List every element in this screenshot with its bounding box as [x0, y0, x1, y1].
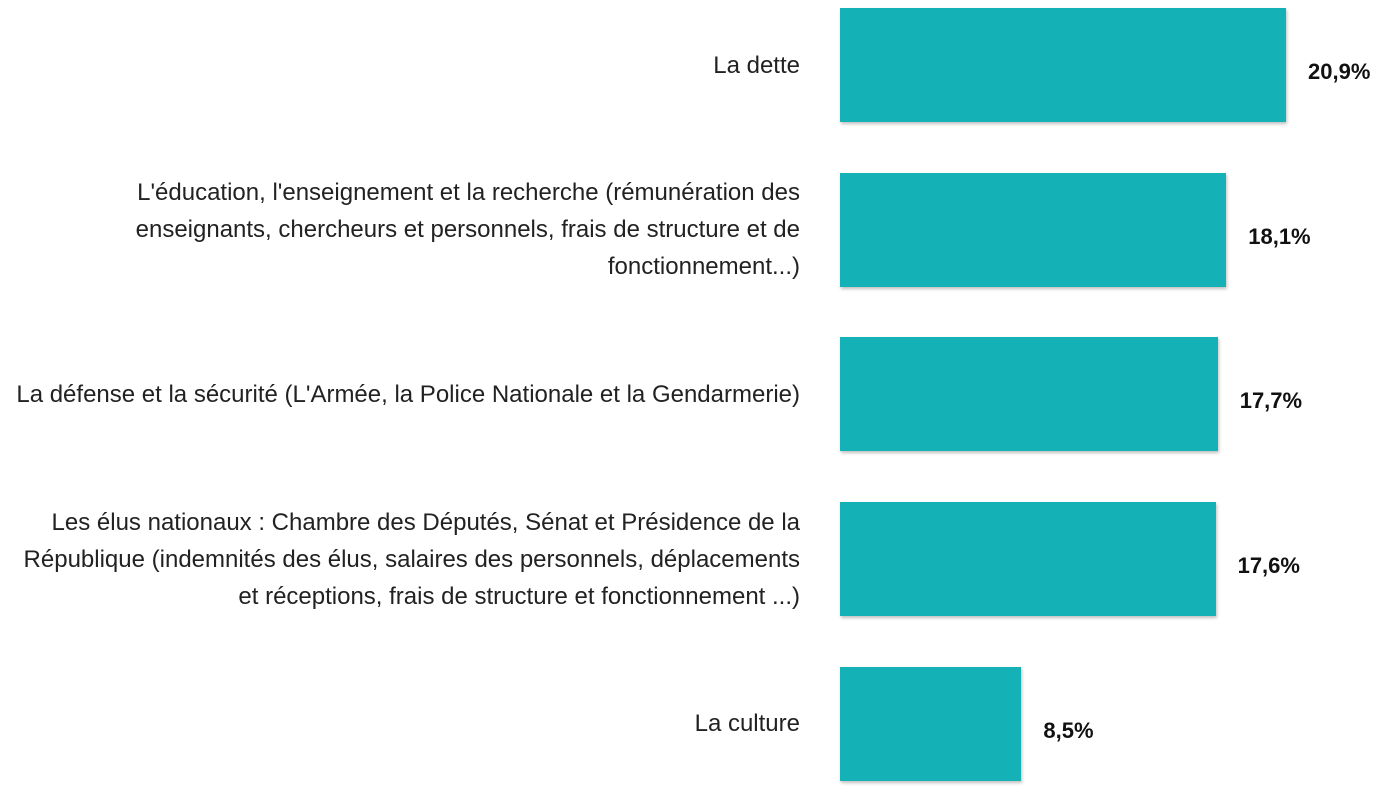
value-label: 17,7%	[1239, 388, 1303, 414]
bar	[840, 337, 1218, 452]
value-label: 18,1%	[1248, 223, 1311, 249]
bar	[840, 172, 1227, 287]
chart: La dette 20,9% L'éducation, l'enseignement…	[16, 8, 1371, 781]
category-label: L'éducation, l'enseignement et la recher…	[135, 179, 800, 281]
category-label: Les élus nationaux : Chambre des Députés…	[23, 508, 800, 610]
value-label: 8,5%	[1043, 717, 1094, 743]
bar	[840, 8, 1286, 122]
value-label: 20,9%	[1308, 59, 1371, 84]
bar	[840, 666, 1022, 781]
category-label: La dette	[713, 51, 800, 79]
value-label: 17,6%	[1237, 553, 1300, 579]
bar	[840, 502, 1216, 617]
category-label: La défense et la sécurité (L'Armée, la P…	[16, 380, 800, 408]
category-label: La culture	[694, 710, 800, 738]
